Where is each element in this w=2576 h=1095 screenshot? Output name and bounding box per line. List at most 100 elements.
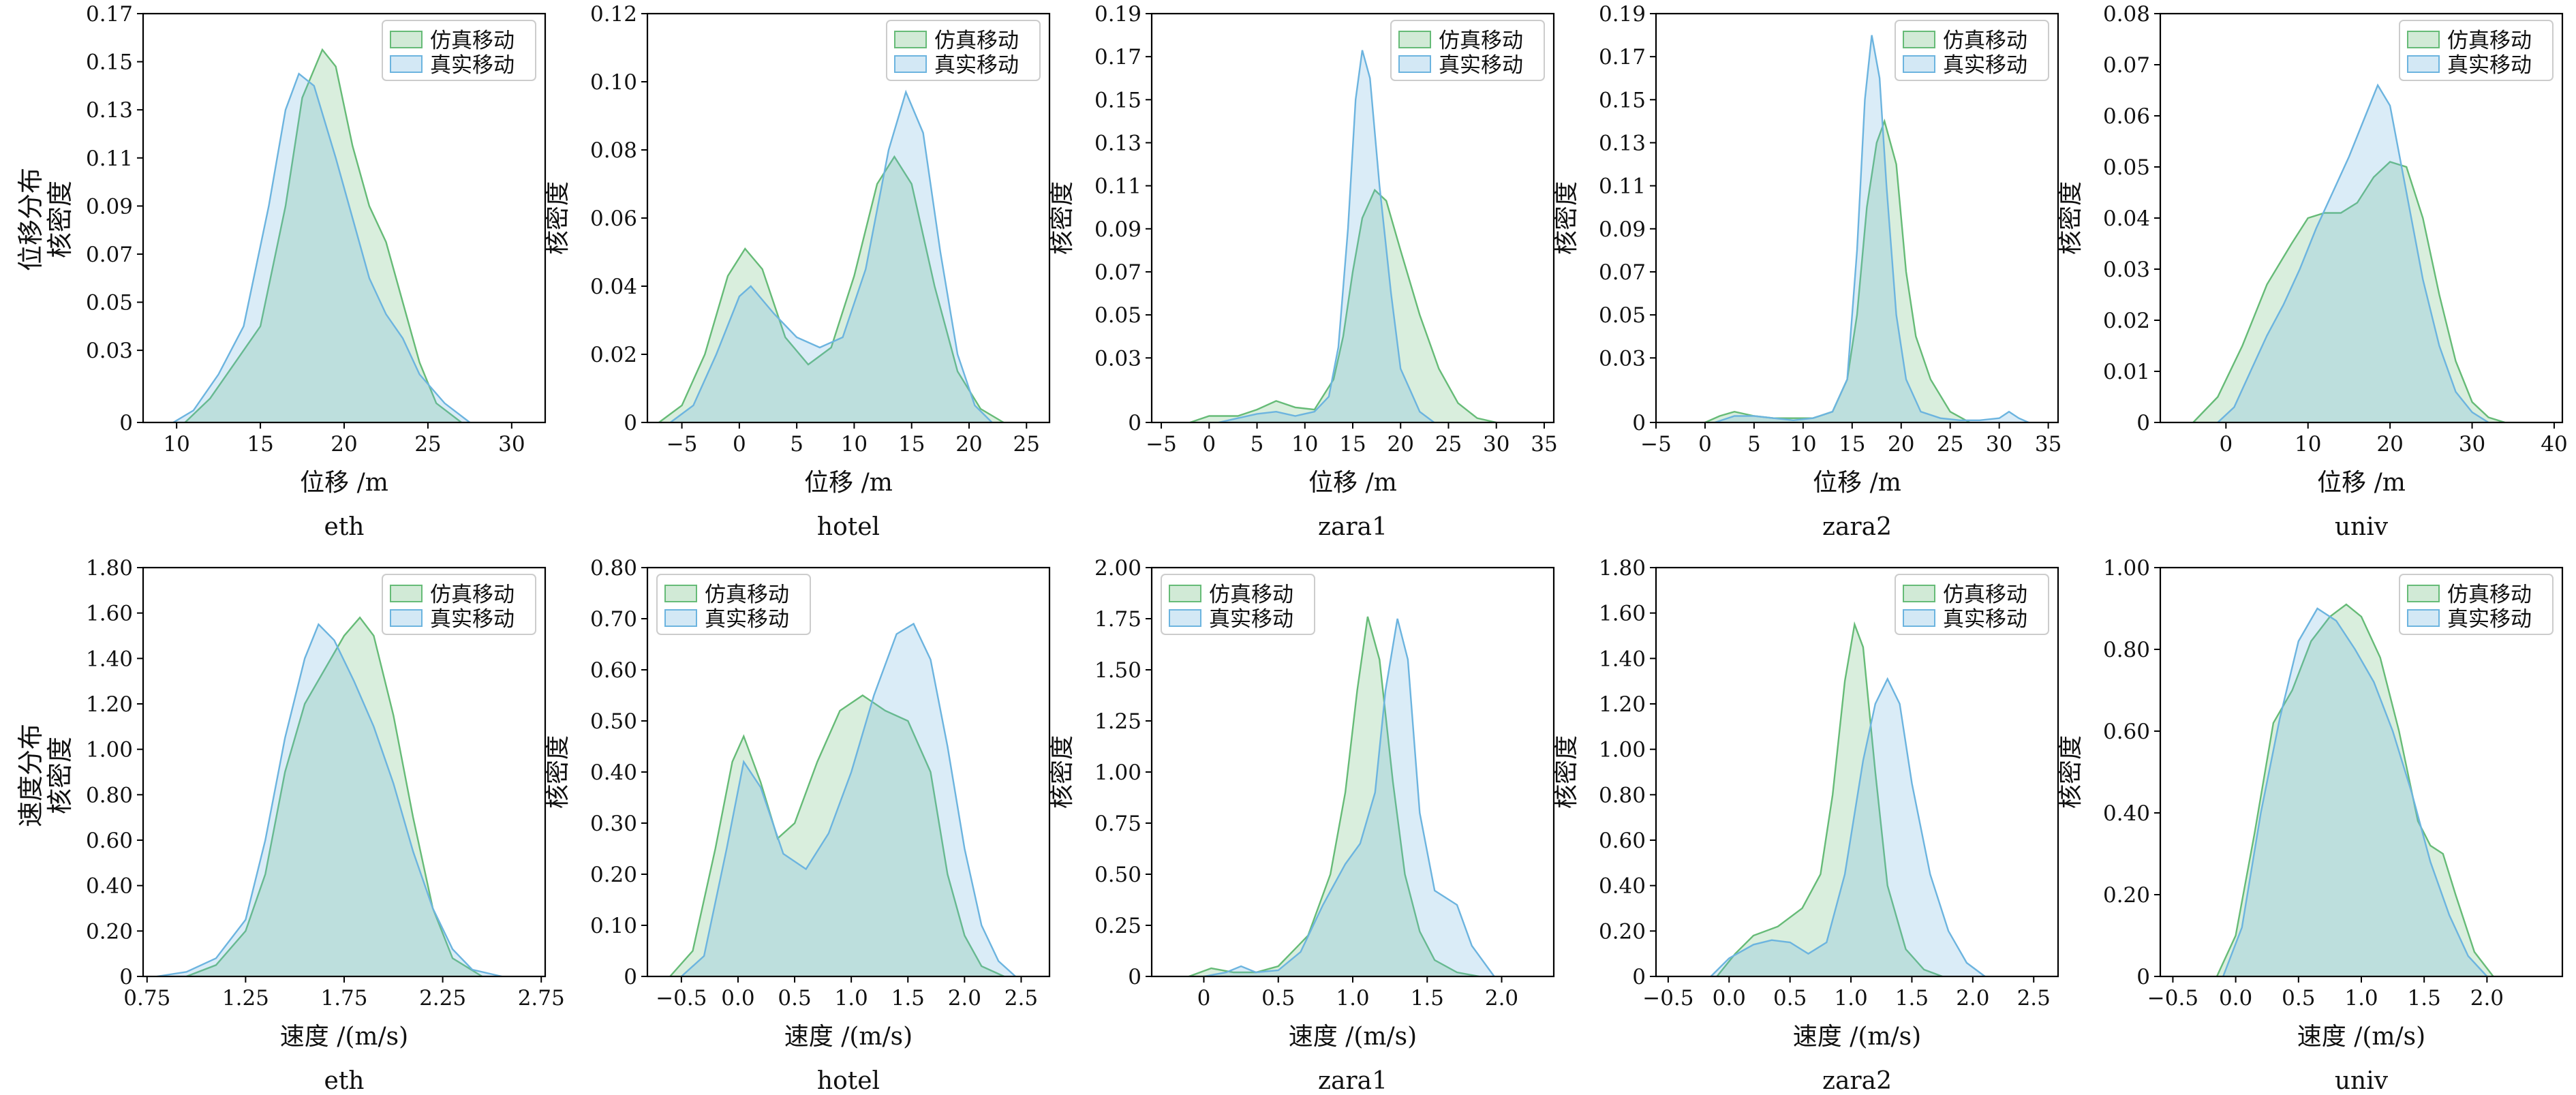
chart-title: zara2 [1822,513,1892,541]
legend-label-sim: 仿真移动 [934,29,1019,53]
x-axis-label: 速度 /(m/s) [1793,1023,1921,1051]
y-tick-label: 0.17 [86,2,133,27]
y-tick-label: 0.03 [1094,346,1141,371]
y-axis-label: 核密度 [544,181,572,255]
y-tick-label: 0.50 [590,709,637,734]
x-tick-label: 1.0 [2344,986,2378,1011]
y-tick-label: 0.04 [590,275,637,299]
y-tick-label: 0 [119,965,133,989]
area-real [670,92,992,422]
chart-eth-row0: 10 15 20 25 30 0 0.03 0.05 0.07 0.09 0.11 0.13 0.15 0… [86,2,547,541]
y-tick-label: 1.60 [86,602,133,626]
x-tick-label: 0.5 [1261,986,1295,1011]
area-sim [2217,604,2494,976]
y-tick-label: 0.75 [1094,812,1141,836]
line-real [1714,35,2029,424]
line-real [669,89,993,423]
y-tick-label: 0.40 [590,760,637,785]
x-tick-label: 2.0 [1485,986,1518,1011]
y-tick-label: 0.05 [2103,155,2150,180]
y-tick-label: 0.30 [590,812,637,836]
line-sim [1189,188,1497,424]
x-tick-label: 10 [2295,432,2321,457]
y-tick-label: 0.13 [86,98,133,123]
y-tick-label: 0.03 [2103,258,2150,282]
x-tick-label: 2.25 [419,986,466,1011]
y-tick-label: 0.11 [1599,174,1646,199]
legend-frame [1161,574,1315,635]
y-tick-label: 1.20 [1599,692,1646,717]
area-sim [186,617,482,976]
row-label-speed-line2: 核密度 [45,737,75,814]
x-tick-label: 10 [163,432,189,457]
y-tick-label: 0.11 [86,146,133,171]
legend-label-real: 真实移动 [1439,53,1523,78]
y-tick-label: 0.12 [590,2,637,27]
legend-label-sim: 仿真移动 [1943,29,2027,53]
line-real [1710,677,1986,977]
x-tick-label: 20 [955,432,982,457]
area-sim [658,157,1004,422]
chart-zara1-row1: 0 0.5 1.0 1.5 2.000.250.500.751.001.251.501.… [1048,556,1555,1095]
line-sim [1189,616,1479,978]
chart-title: hotel [817,1067,880,1095]
legend-frame [656,574,811,635]
line-real [172,72,471,424]
x-axis-label: 位移 /m [804,469,893,497]
y-tick-label: 0.60 [86,829,133,853]
x-tick-label: 30 [1483,432,1509,457]
y-tick-label: 0.03 [86,339,133,363]
legend-frame [886,20,1041,81]
y-tick-label: 0.10 [590,70,637,95]
y-axis-label: 核密度 [2057,181,2085,255]
legend-frame [382,574,536,635]
y-tick-label: 0.11 [1094,174,1141,199]
legend-swatch-real [390,609,423,627]
x-tick-label: 25 [1013,432,1040,457]
y-axis-label: 核密度 [544,735,572,809]
y-tick-label: 0.07 [1599,260,1646,285]
legend-label-sim: 仿真移动 [1943,583,2027,607]
x-tick-label: 25 [414,432,441,457]
x-axis-label: 位移 /m [1308,469,1397,497]
chart-title: univ [2335,1067,2389,1095]
y-tick-label: 0 [624,411,637,435]
line-real [1218,50,1435,424]
line-sim [1716,621,1943,978]
legend-swatch-sim [2407,585,2440,602]
row-label-speed-line1: 速度分布 [16,724,46,827]
x-tick-label: 0 [1197,986,1211,1011]
y-tick-label: 0.05 [1094,303,1141,328]
legend-label-sim: 仿真移动 [430,583,515,607]
area-real [157,624,502,976]
y-axis-label: 核密度 [1552,735,1580,809]
legend-label-real: 真实移动 [705,607,789,632]
y-tick-label: 0.60 [2103,720,2150,744]
y-tick-label: 0.15 [1599,88,1646,112]
x-axis-label: 位移 /m [300,469,388,497]
x-tick-label: 30 [498,432,525,457]
legend-label-real: 真实移动 [934,53,1019,78]
x-tick-label: 0.5 [778,986,811,1011]
y-tick-label: 0.05 [1599,303,1646,328]
legend-swatch-sim [390,585,423,602]
y-tick-label: 1.50 [1094,658,1141,683]
legend-frame [1895,20,2049,81]
y-tick-label: 0.08 [590,138,637,163]
legend-label-real: 真实移动 [1209,607,1293,632]
y-tick-label: 0.20 [2103,883,2150,908]
y-tick-label: 2.00 [1094,556,1141,581]
chart-zara2-row0: −5 0 5 10 15 20 25 30 3500.030.050.070.090.110.1… [1552,2,2061,541]
x-tick-label: −0.5 [656,986,707,1011]
x-tick-label: 15 [1339,432,1366,457]
legend-swatch-real [2407,55,2440,73]
x-tick-label: −5 [1640,432,1672,457]
x-tick-label: 15 [247,432,273,457]
legend-swatch-sim [390,31,423,48]
x-tick-label: 2.0 [1956,986,1989,1011]
chart-eth-row1: 0.75 1.25 1.75 2.25 2.75 0 0.20 0.40 0.60 0.80 1.0… [86,556,565,1095]
x-tick-label: 5 [1251,432,1264,457]
y-tick-label: 0.50 [1094,863,1141,887]
y-axis-label: 核密度 [1552,181,1580,255]
